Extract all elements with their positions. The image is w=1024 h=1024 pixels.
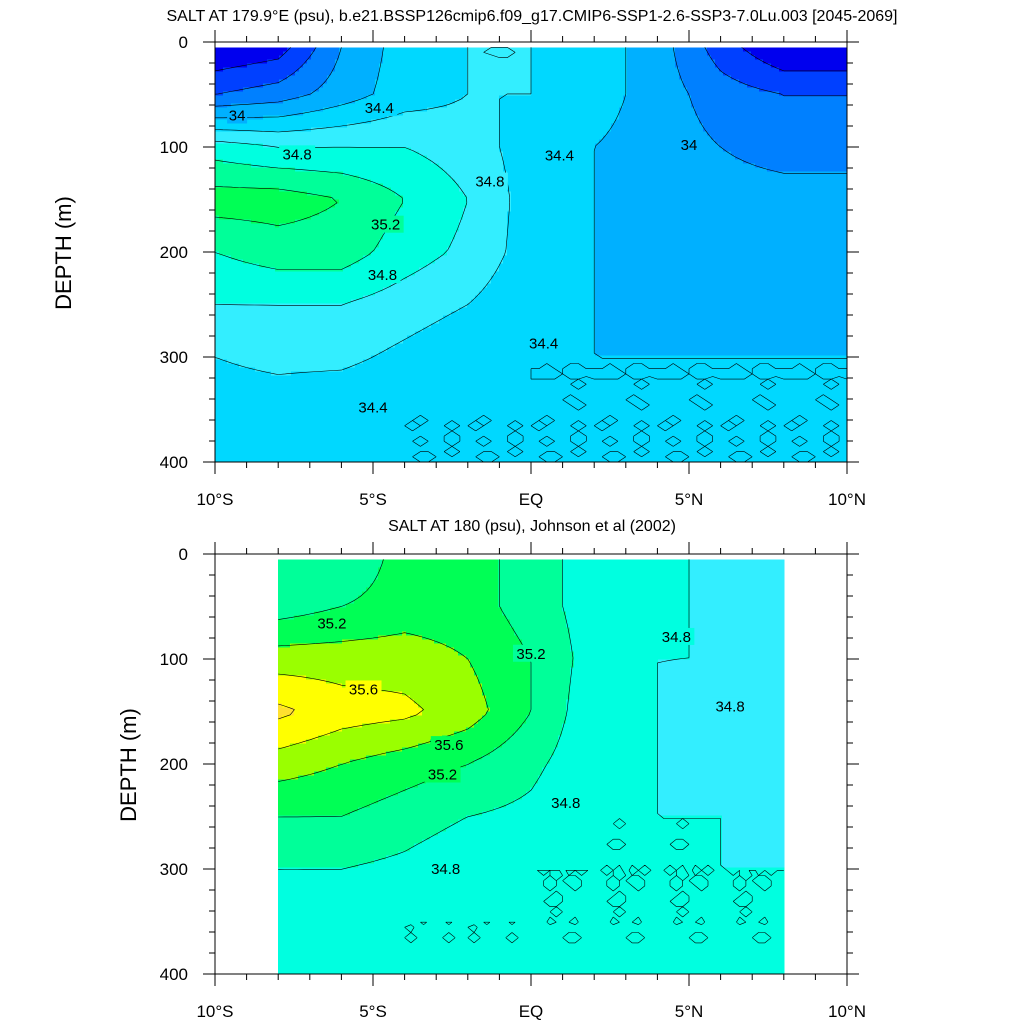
x-tick-label: 5°S [359, 490, 387, 509]
contour-label-bg [471, 172, 508, 190]
model-salinity-panel: SALT AT 179.9°E (psu), b.e21.BSSP126cmip… [51, 8, 898, 509]
contour-label-bg [547, 793, 584, 811]
contour-label-bg [513, 644, 549, 662]
contour-label-bg [279, 145, 316, 163]
x-tick-label: 10°N [828, 490, 866, 509]
contour-line [278, 703, 295, 720]
contour-lines [214, 47, 848, 463]
x-tick-label: 5°N [675, 490, 704, 509]
salinity-field [278, 559, 785, 975]
axis-ticks [203, 542, 859, 986]
contour-label-bg [355, 398, 391, 416]
contour-line [214, 47, 532, 375]
y-tick-label: 200 [160, 755, 188, 774]
x-tick-label: EQ [519, 1002, 544, 1021]
y-axis-label: DEPTH (m) [116, 708, 141, 822]
contour-label-bg [525, 334, 562, 352]
contour-label: 35.6 [434, 737, 463, 754]
contour-label: 35.2 [317, 615, 346, 632]
contour-lines [278, 559, 784, 944]
x-tick-label: 10°N [828, 1002, 866, 1021]
contour-plot: 34 34.4 34.8 35.2 34.8 34.4 34 34.8 34.4 34.4 10°S… [160, 30, 866, 509]
contour-label-bg [679, 135, 699, 153]
contour-line [214, 47, 847, 97]
contour-label: 34.4 [358, 399, 387, 416]
contour-label: 35.2 [428, 767, 457, 784]
contour-label: 34.8 [715, 698, 744, 715]
x-tick-label: 5°S [359, 1002, 387, 1021]
contour-label-bg [712, 697, 749, 715]
axis-ticks [203, 30, 859, 474]
contour-label: 34.4 [545, 147, 574, 164]
y-tick-label: 0 [179, 545, 188, 564]
contour-label: 35.2 [516, 646, 545, 663]
y-tick-label: 0 [179, 33, 188, 52]
y-tick-label: 100 [160, 650, 188, 669]
contour-line [278, 632, 489, 782]
panel-title: SALT AT 179.9°E (psu), b.e21.BSSP126cmip… [167, 8, 898, 25]
x-tick-label: 10°S [196, 490, 233, 509]
contour-line [214, 47, 847, 174]
y-tick-label: 400 [160, 965, 188, 984]
contour-label-bg [313, 614, 350, 632]
contour-label: 34.8 [283, 146, 312, 163]
contour-label: 34.8 [431, 861, 460, 878]
contour-label-bg [658, 627, 695, 645]
contour-line [214, 47, 847, 72]
x-tick-label: 10°S [196, 1002, 233, 1021]
contour-line [404, 559, 784, 944]
contour-plot: 35.2 35.6 35.6 35.2 35.2 34.8 34.8 34.8 34.8 10°S… [160, 542, 866, 1021]
contour-label-bg [541, 146, 578, 164]
contour-label-bg [345, 680, 382, 698]
x-tick-label: 5°N [675, 1002, 704, 1021]
contour-label: 34.4 [529, 335, 558, 352]
contour-label-bg [364, 266, 401, 284]
contour-label-bg [227, 106, 248, 124]
contour-label: 34 [681, 137, 698, 154]
y-tick-label: 300 [160, 860, 188, 879]
contour-label-bg [424, 765, 461, 783]
y-axis-label: DEPTH (m) [51, 196, 76, 310]
contour-label-bg [430, 736, 467, 754]
y-tick-label: 400 [160, 453, 188, 472]
contour-label-bg [427, 860, 464, 877]
contour-label: 34.4 [365, 100, 394, 117]
salinity-field [215, 47, 848, 463]
y-tick-label: 100 [160, 138, 188, 157]
contour-label: 35.6 [349, 681, 378, 698]
contour-label: 35.2 [371, 217, 400, 234]
contour-line [215, 47, 848, 463]
observed-salinity-panel: SALT AT 180 (psu), Johnson et al (2002) … [116, 518, 866, 1021]
contour-label-bg [361, 99, 398, 117]
contour-label-bg [367, 215, 404, 233]
contour-label: 34.8 [368, 267, 397, 284]
y-tick-label: 200 [160, 243, 188, 262]
contour-label: 34.8 [475, 174, 504, 191]
y-tick-label: 300 [160, 348, 188, 367]
contour-line [278, 559, 574, 870]
panel-title: SALT AT 180 (psu), Johnson et al (2002) [388, 518, 676, 535]
contour-label: 34.8 [551, 795, 580, 812]
x-tick-label: EQ [519, 490, 544, 509]
contour-line [214, 186, 338, 226]
contour-label: 34.8 [662, 629, 691, 646]
contour-label: 34 [229, 108, 246, 125]
contour-line [278, 559, 532, 818]
